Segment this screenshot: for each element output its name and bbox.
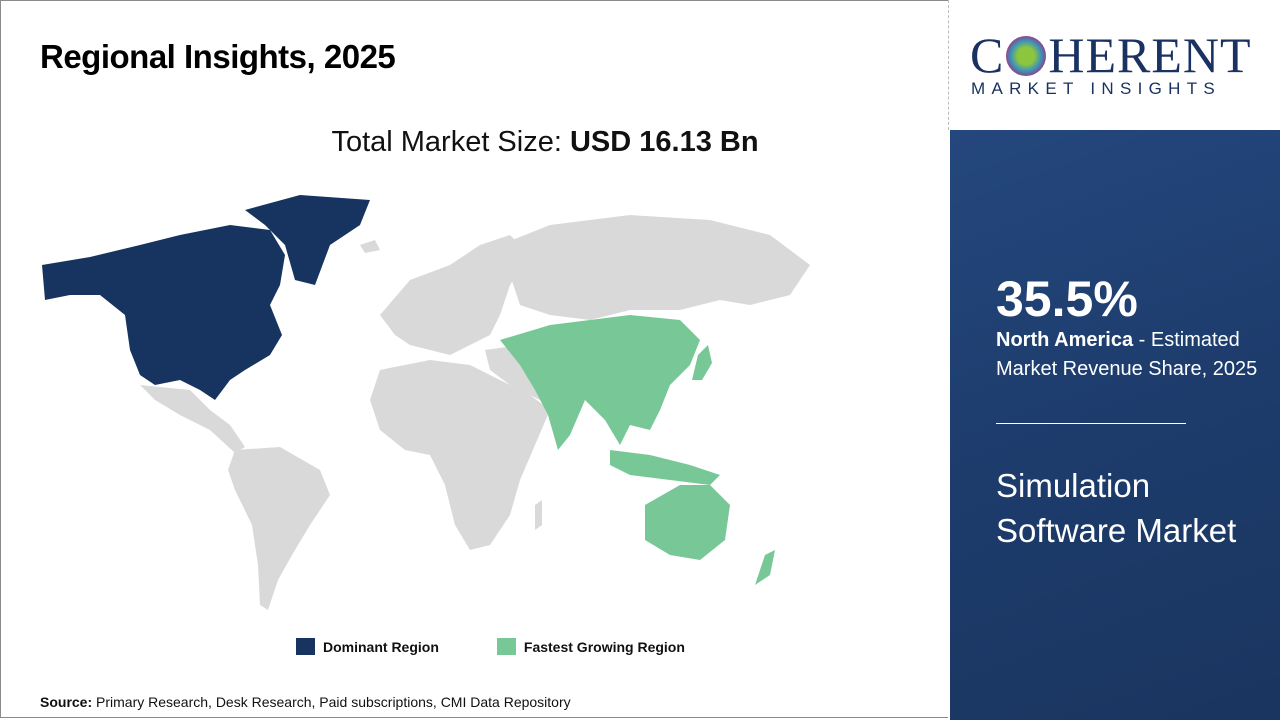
- region-europe: [380, 235, 530, 355]
- dominant-region-north-america: [42, 195, 370, 400]
- share-description: North America - Estimated Market Revenue…: [996, 326, 1276, 384]
- highlight-panel: 35.5% North America - Estimated Market R…: [950, 130, 1280, 720]
- region-south-america: [228, 447, 330, 610]
- world-map: [42, 195, 810, 610]
- region-new-zealand: [755, 550, 775, 585]
- logo-globe-icon: [1006, 36, 1047, 76]
- source-note: Source: Primary Research, Desk Research,…: [40, 694, 571, 710]
- company-logo: C HERENT MARKET INSIGHTS: [950, 0, 1280, 130]
- region-japan: [692, 345, 712, 380]
- legend-label-fastest: Fastest Growing Region: [523, 638, 685, 655]
- legend-label-dominant: Dominant Region: [323, 638, 439, 655]
- source-text: Primary Research, Desk Research, Paid su…: [92, 694, 571, 710]
- other-regions: [140, 215, 810, 610]
- region-madagascar: [535, 500, 542, 530]
- page-title: Regional Insights, 2025: [40, 38, 396, 75]
- total-market-size: Total Market Size: USD 16.13 Bn: [0, 126, 1090, 159]
- divider: [948, 0, 949, 130]
- source-label: Source:: [40, 694, 93, 710]
- slide-main: [0, 0, 948, 718]
- map-legend: Dominant Region Fastest Growing Region: [296, 638, 685, 655]
- share-region: North America: [996, 329, 1134, 351]
- region-greenland: [245, 195, 370, 285]
- region-central-america: [140, 385, 245, 453]
- total-value: USD 16.13 Bn: [569, 126, 759, 158]
- legend-swatch-dominant: [296, 638, 315, 655]
- share-desc-text: - Estimated Market Revenue Share, 2025: [996, 329, 1258, 380]
- region-southeast-asia-islands: [610, 450, 720, 485]
- fastest-growing-region-asia-pacific: [500, 315, 775, 585]
- region-australia: [645, 485, 730, 560]
- legend-swatch-fastest: [496, 638, 516, 655]
- total-label: Total Market Size:: [331, 126, 570, 158]
- region-russia: [500, 215, 810, 320]
- share-percent: 35.5%: [996, 271, 1138, 327]
- logo-wordmark: C HERENT: [970, 27, 1252, 83]
- market-name: Simulation Software Market: [996, 467, 1237, 549]
- logo-tagline: MARKET INSIGHTS: [971, 79, 1222, 98]
- region-iceland: [360, 240, 380, 253]
- region-north-america: [42, 225, 285, 400]
- panel-divider: [996, 423, 1186, 424]
- region-africa: [370, 360, 550, 550]
- region-asia: [500, 315, 700, 450]
